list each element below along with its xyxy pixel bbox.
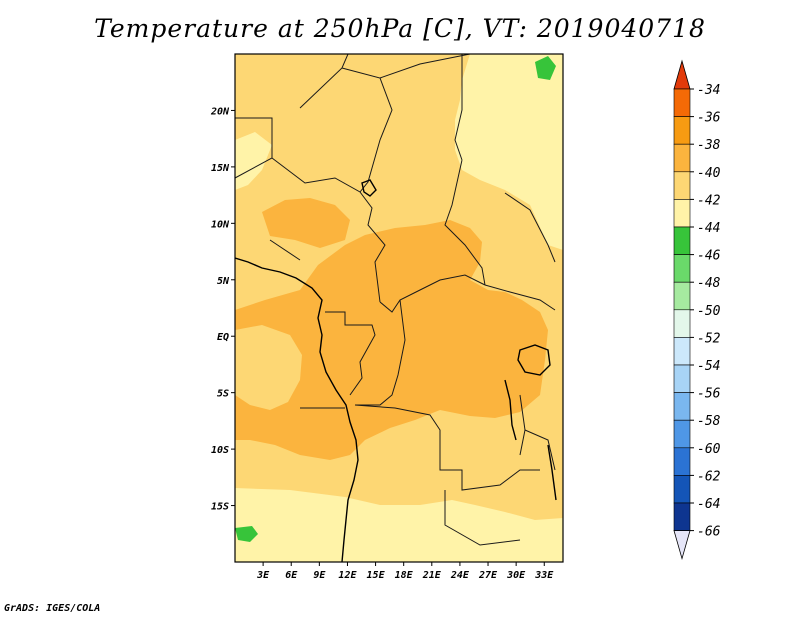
map-frame: [234, 53, 564, 563]
colorbar-label: -50: [697, 304, 721, 319]
colorbar-label: -66: [697, 525, 721, 540]
boundaries: [235, 54, 557, 562]
colorbar-segment: [673, 364, 691, 393]
colorbar-segment: [673, 475, 691, 504]
lon-tick-label: 18E: [395, 570, 414, 581]
field-band-minus40-intrusion: [235, 325, 302, 410]
lon-tick-label: 24E: [450, 570, 470, 581]
lake-tanganyika: [504, 379, 517, 441]
colorbar-label: -40: [697, 166, 721, 181]
lake-victoria: [517, 344, 551, 376]
lake-chad: [361, 179, 377, 197]
map-title: Temperature at 250hPa [C], VT: 201904071…: [94, 14, 706, 43]
lon-tick-label: 21E: [422, 570, 442, 581]
colorbar-segment: [673, 226, 691, 255]
longitude-axis: 3E 6E 9E 12E 15E 18E 21E 24E 27E 30E 33E: [256, 562, 554, 581]
field-band-minus44-northeast: [535, 56, 556, 80]
colorbar-label: -56: [697, 387, 721, 402]
colorbar-label: -60: [697, 442, 721, 457]
colorbar-bottom-arrow: [673, 530, 691, 561]
colorbar-label: -46: [697, 249, 721, 264]
colorbar-label: -42: [697, 193, 721, 208]
field-band-minus44-southwest: [235, 526, 258, 542]
colorbar-label: -34: [697, 83, 720, 98]
lon-tick-label: 33E: [534, 570, 554, 581]
colorbar-segment: [673, 419, 691, 449]
colorbar-segment: [673, 309, 691, 338]
lake-malawi: [547, 444, 557, 501]
colorbar-segment: [673, 143, 691, 173]
colorbar-segment: [673, 254, 691, 283]
colorbar-label: -58: [697, 414, 721, 429]
colorbar-label: -36: [697, 111, 721, 126]
colorbar-segment: [673, 447, 691, 476]
lon-tick-label: 3E: [256, 570, 270, 581]
colorbar-label: -48: [697, 276, 721, 291]
colorbar-segment: [673, 392, 691, 421]
field-band-minus42-south: [235, 488, 563, 562]
lat-tick-label: 20N: [210, 106, 230, 117]
lon-tick-label: 30E: [506, 570, 526, 581]
field-band-minus42-northwest: [235, 132, 272, 190]
colorbar-label: -38: [697, 138, 721, 153]
grads-credit: GrADS: IGES/COLA: [4, 603, 101, 614]
colorbar-label: -52: [697, 331, 721, 346]
lat-tick-label: EQ: [217, 332, 229, 343]
colorbar-segment: [673, 199, 691, 228]
colorbar-label: -44: [697, 221, 720, 236]
colorbar-segment: [673, 337, 691, 366]
lat-tick-label: 10N: [211, 219, 230, 230]
lon-tick-label: 6E: [285, 570, 298, 581]
field-band-minus42-northeast: [455, 54, 563, 250]
colorbar-segment: [673, 116, 691, 145]
colorbar-label: -64: [697, 497, 720, 512]
lat-tick-label: 5S: [217, 389, 229, 400]
colorbar-top-arrow: [673, 59, 691, 90]
colorbar-label: -62: [697, 469, 721, 484]
field-band-minus38-central: [235, 220, 548, 460]
lon-tick-label: 9E: [313, 570, 326, 581]
lon-tick-label: 27E: [478, 570, 498, 581]
colorbar-segment: [673, 502, 691, 531]
lat-tick-label: 15N: [211, 163, 230, 174]
lon-tick-label: 15E: [367, 570, 386, 581]
lat-tick-label: 15S: [211, 502, 229, 513]
coastline: [235, 257, 359, 562]
colorbar-segment: [673, 281, 691, 311]
colorbar-segment: [673, 171, 691, 200]
lat-tick-label: 10S: [211, 445, 229, 456]
field-band-minus38-north: [262, 198, 350, 248]
colorbar: -34 -36 -38 -40 -42 -44 -46 -48 -50 -52 -54 -56 -58 -…: [673, 59, 721, 561]
colorbar-label: -54: [697, 359, 720, 374]
temperature-field: [235, 54, 563, 562]
country-borders: [235, 54, 556, 546]
colorbar-segment: [673, 88, 691, 117]
latitude-axis: 20N 15N 10N 5N EQ 5S 10S 15S: [210, 106, 235, 513]
lat-tick-label: 5N: [217, 276, 230, 287]
lon-tick-label: 12E: [338, 570, 357, 581]
